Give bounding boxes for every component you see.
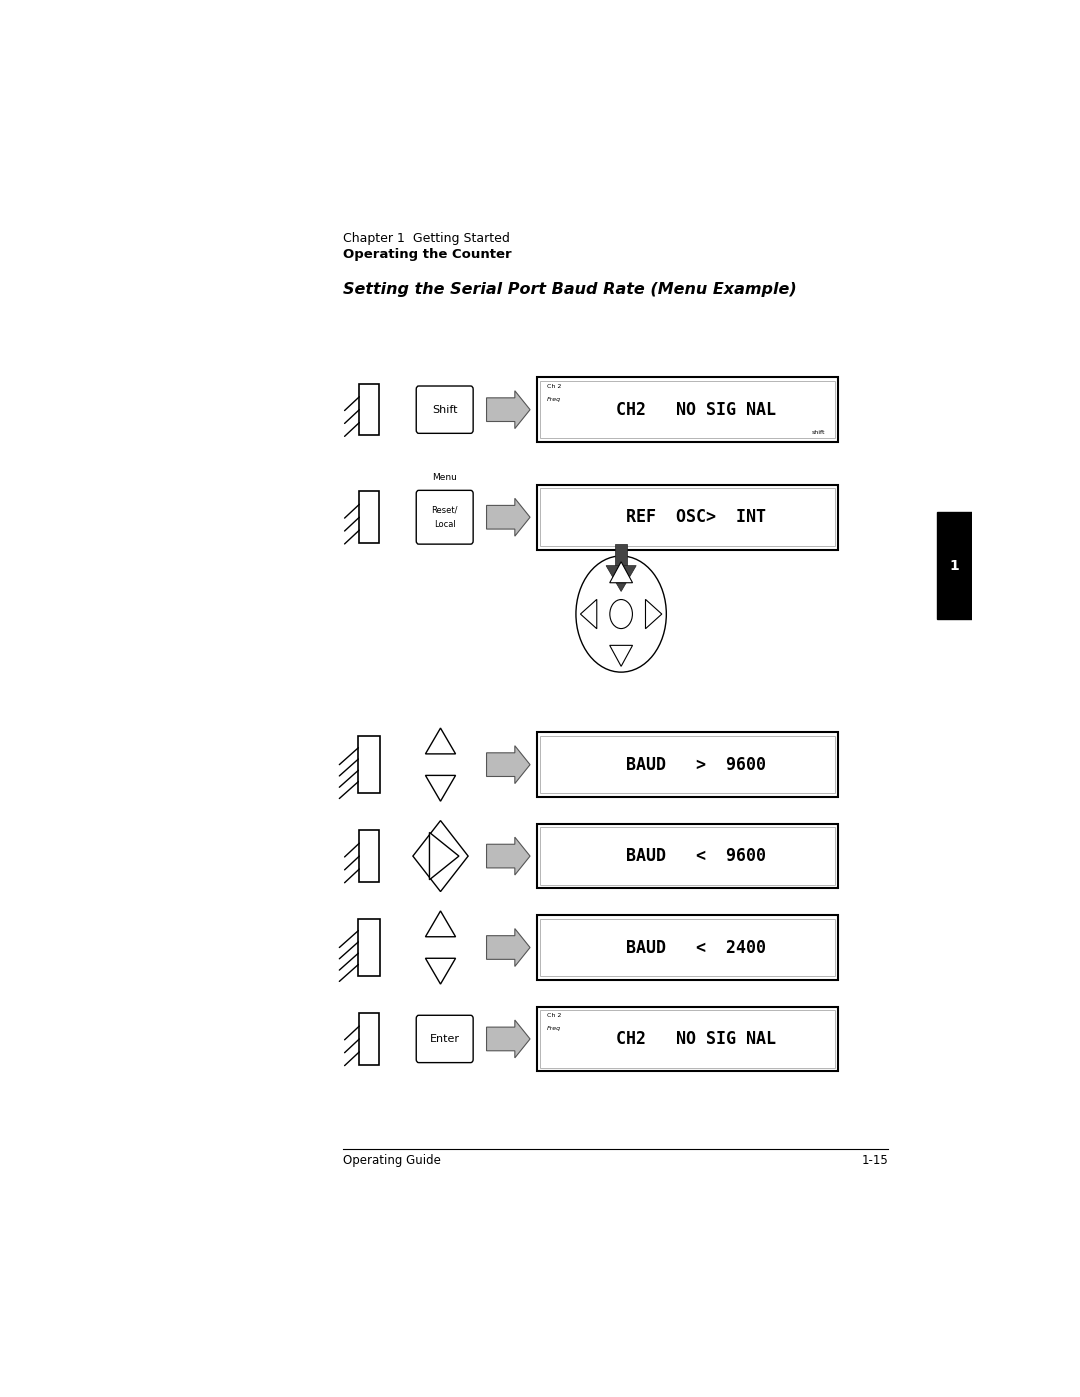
Polygon shape xyxy=(580,599,597,629)
Bar xyxy=(537,485,838,549)
Polygon shape xyxy=(646,599,662,629)
Bar xyxy=(540,827,835,884)
Text: REF  OSC>  INT: REF OSC> INT xyxy=(625,509,766,527)
FancyArrow shape xyxy=(486,1020,530,1058)
Bar xyxy=(537,377,838,441)
Bar xyxy=(616,545,627,566)
Text: BAUD   <  9600: BAUD < 9600 xyxy=(625,847,766,865)
Polygon shape xyxy=(426,911,456,937)
Bar xyxy=(936,511,972,619)
Text: BAUD   >  9600: BAUD > 9600 xyxy=(625,756,766,774)
Text: Ch 2: Ch 2 xyxy=(546,1013,562,1018)
Bar xyxy=(540,919,835,977)
Bar xyxy=(360,384,379,436)
Text: Menu: Menu xyxy=(432,472,457,482)
Text: Local: Local xyxy=(434,520,456,529)
FancyBboxPatch shape xyxy=(416,386,473,433)
Bar xyxy=(540,489,835,546)
FancyArrow shape xyxy=(486,499,530,536)
Bar xyxy=(540,1010,835,1067)
Bar xyxy=(537,732,838,796)
Text: Operating Guide: Operating Guide xyxy=(342,1154,441,1166)
Text: CH2   NO SIG NAL: CH2 NO SIG NAL xyxy=(616,401,775,419)
Text: shift: shift xyxy=(812,430,825,436)
Bar xyxy=(537,824,838,888)
FancyArrow shape xyxy=(486,746,530,784)
Polygon shape xyxy=(430,833,459,880)
Polygon shape xyxy=(610,562,633,583)
Bar xyxy=(540,736,835,793)
FancyBboxPatch shape xyxy=(416,490,473,545)
Bar xyxy=(360,492,379,543)
Text: Freq: Freq xyxy=(546,397,561,402)
Text: Operating the Counter: Operating the Counter xyxy=(342,249,511,261)
Bar xyxy=(359,736,380,793)
Text: Chapter 1  Getting Started: Chapter 1 Getting Started xyxy=(342,232,510,244)
Bar xyxy=(360,1013,379,1065)
Polygon shape xyxy=(426,958,456,983)
FancyBboxPatch shape xyxy=(416,1016,473,1063)
Text: Ch 2: Ch 2 xyxy=(546,384,562,388)
Bar xyxy=(537,1007,838,1071)
Text: Freq: Freq xyxy=(546,1025,561,1031)
Polygon shape xyxy=(610,645,633,666)
Text: Shift: Shift xyxy=(432,405,458,415)
Bar xyxy=(540,381,835,439)
Bar xyxy=(359,919,380,975)
Bar xyxy=(537,915,838,979)
FancyArrow shape xyxy=(486,929,530,967)
Text: Setting the Serial Port Baud Rate (Menu Example): Setting the Serial Port Baud Rate (Menu … xyxy=(342,282,796,296)
FancyArrow shape xyxy=(486,391,530,429)
Text: BAUD   <  2400: BAUD < 2400 xyxy=(625,939,766,957)
Polygon shape xyxy=(426,728,456,754)
Polygon shape xyxy=(426,775,456,802)
Polygon shape xyxy=(606,566,636,591)
Text: CH2   NO SIG NAL: CH2 NO SIG NAL xyxy=(616,1030,775,1048)
FancyArrow shape xyxy=(486,837,530,875)
Text: Reset/: Reset/ xyxy=(431,506,458,514)
Bar xyxy=(360,830,379,882)
Text: 1-15: 1-15 xyxy=(862,1154,889,1166)
Text: Enter: Enter xyxy=(430,1034,460,1044)
Text: 1: 1 xyxy=(949,559,959,573)
